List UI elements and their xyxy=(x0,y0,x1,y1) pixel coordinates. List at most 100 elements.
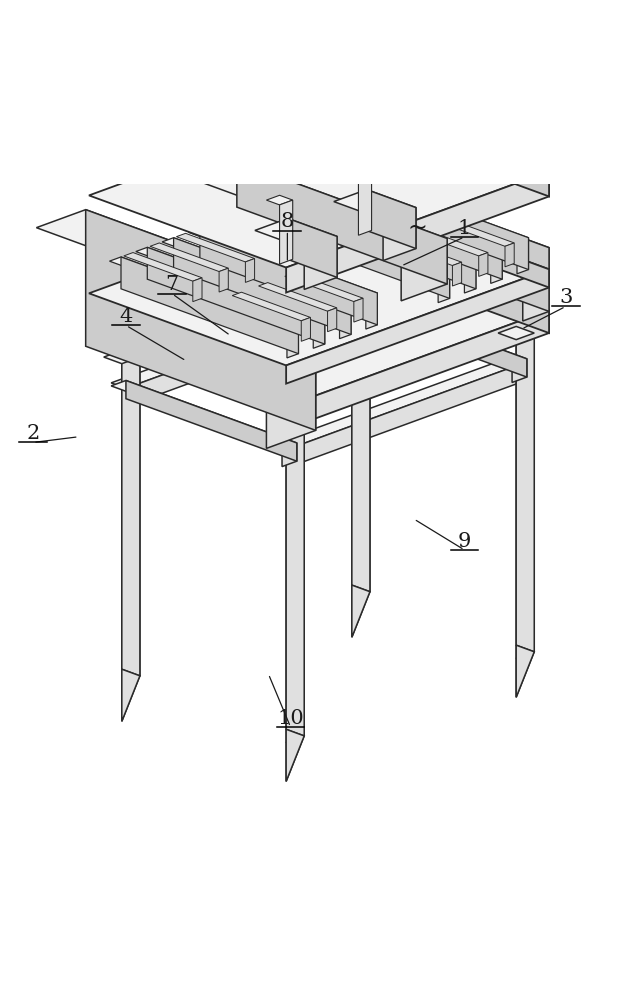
Text: 1: 1 xyxy=(458,219,471,238)
Polygon shape xyxy=(286,269,549,384)
Polygon shape xyxy=(301,317,311,341)
Polygon shape xyxy=(352,197,549,287)
Polygon shape xyxy=(232,292,311,321)
Polygon shape xyxy=(299,192,476,289)
Polygon shape xyxy=(344,223,353,246)
Polygon shape xyxy=(367,190,416,249)
Text: ~: ~ xyxy=(407,217,427,240)
Polygon shape xyxy=(162,238,351,307)
Text: 3: 3 xyxy=(559,288,572,307)
Polygon shape xyxy=(286,278,352,444)
Polygon shape xyxy=(438,267,450,303)
Polygon shape xyxy=(288,218,337,277)
Polygon shape xyxy=(89,197,549,365)
Polygon shape xyxy=(282,443,297,467)
Polygon shape xyxy=(516,326,534,652)
Polygon shape xyxy=(122,350,140,676)
Polygon shape xyxy=(356,296,527,377)
Polygon shape xyxy=(339,303,351,339)
Polygon shape xyxy=(258,283,337,311)
Polygon shape xyxy=(126,302,362,407)
Polygon shape xyxy=(268,411,304,424)
Polygon shape xyxy=(121,257,299,354)
Polygon shape xyxy=(275,197,353,226)
Polygon shape xyxy=(313,182,502,252)
Polygon shape xyxy=(301,188,380,216)
Polygon shape xyxy=(478,253,488,276)
Polygon shape xyxy=(290,362,527,467)
Polygon shape xyxy=(89,99,549,268)
Polygon shape xyxy=(304,236,337,289)
Polygon shape xyxy=(352,273,370,598)
Polygon shape xyxy=(352,592,370,637)
Polygon shape xyxy=(126,380,297,461)
Polygon shape xyxy=(523,248,549,321)
Polygon shape xyxy=(436,218,514,246)
Polygon shape xyxy=(410,227,488,256)
Polygon shape xyxy=(286,736,304,781)
Polygon shape xyxy=(464,257,476,293)
Text: 2: 2 xyxy=(27,424,40,443)
Polygon shape xyxy=(325,182,502,279)
Polygon shape xyxy=(505,243,514,267)
Polygon shape xyxy=(516,652,534,697)
Polygon shape xyxy=(104,350,140,364)
Polygon shape xyxy=(111,380,297,448)
Polygon shape xyxy=(286,171,549,293)
Polygon shape xyxy=(122,676,140,721)
Polygon shape xyxy=(354,298,363,322)
Text: 4: 4 xyxy=(119,307,133,326)
Polygon shape xyxy=(191,162,447,255)
Polygon shape xyxy=(176,233,255,262)
Polygon shape xyxy=(255,218,337,248)
Polygon shape xyxy=(267,294,316,448)
Polygon shape xyxy=(345,166,371,176)
Polygon shape xyxy=(498,326,534,340)
Polygon shape xyxy=(366,293,377,329)
Polygon shape xyxy=(385,197,549,257)
Polygon shape xyxy=(491,247,502,283)
Polygon shape xyxy=(452,262,462,286)
Polygon shape xyxy=(122,357,140,682)
Polygon shape xyxy=(276,356,527,448)
Text: 7: 7 xyxy=(166,275,179,294)
Polygon shape xyxy=(397,203,406,227)
Polygon shape xyxy=(124,253,202,281)
Polygon shape xyxy=(352,238,549,333)
Polygon shape xyxy=(383,237,462,266)
Polygon shape xyxy=(246,259,255,282)
Polygon shape xyxy=(327,308,337,332)
Polygon shape xyxy=(411,197,549,311)
Polygon shape xyxy=(352,585,370,637)
Polygon shape xyxy=(401,238,447,301)
Polygon shape xyxy=(174,238,351,334)
Polygon shape xyxy=(279,200,293,264)
Polygon shape xyxy=(286,310,549,429)
Polygon shape xyxy=(219,268,228,292)
Polygon shape xyxy=(89,238,549,406)
Polygon shape xyxy=(341,296,527,364)
Polygon shape xyxy=(122,669,140,721)
Polygon shape xyxy=(517,238,528,274)
Polygon shape xyxy=(286,411,304,736)
Polygon shape xyxy=(512,359,527,382)
Polygon shape xyxy=(85,210,316,430)
Polygon shape xyxy=(111,296,362,388)
Polygon shape xyxy=(110,257,299,326)
Text: 8: 8 xyxy=(281,212,294,231)
Polygon shape xyxy=(200,228,377,325)
Polygon shape xyxy=(150,243,228,272)
Polygon shape xyxy=(359,171,371,235)
Polygon shape xyxy=(261,202,450,271)
Polygon shape xyxy=(36,210,316,312)
Polygon shape xyxy=(237,162,447,284)
Polygon shape xyxy=(334,190,416,220)
Polygon shape xyxy=(334,266,370,280)
Polygon shape xyxy=(313,312,325,348)
Polygon shape xyxy=(327,178,406,207)
Polygon shape xyxy=(352,99,549,196)
Polygon shape xyxy=(147,247,325,344)
Polygon shape xyxy=(286,729,304,781)
Polygon shape xyxy=(287,192,476,261)
Polygon shape xyxy=(193,278,202,302)
